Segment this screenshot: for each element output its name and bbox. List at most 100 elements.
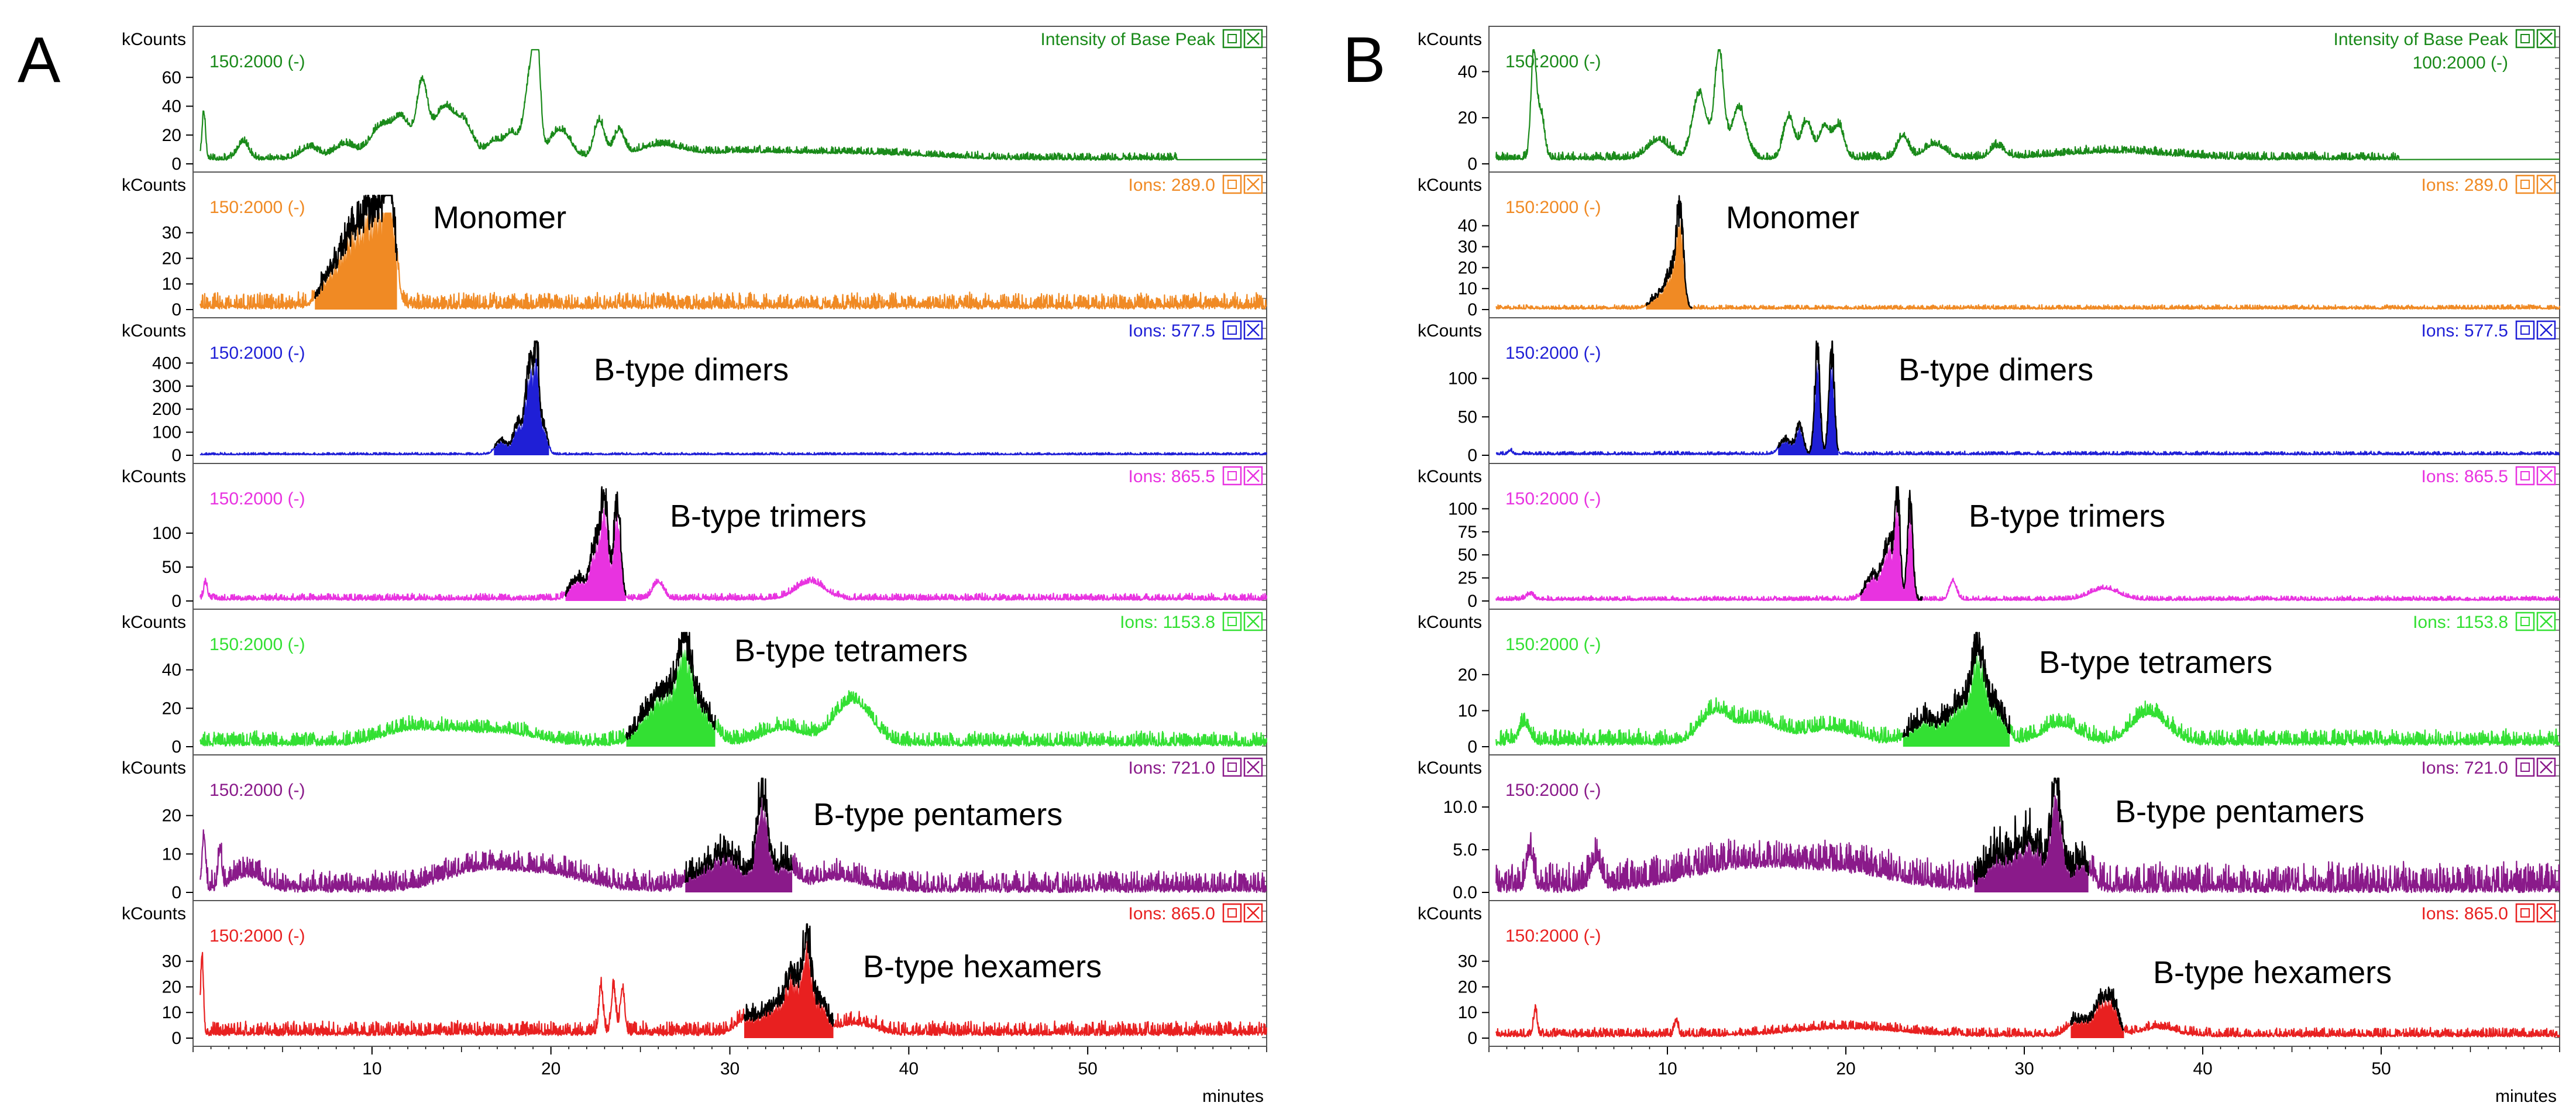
panel-a-track-4-y-tick-label-0: 0 bbox=[171, 592, 181, 611]
panel-a-track-7-range-label: 150:2000 (-) bbox=[209, 926, 305, 946]
panel-b-track-6-peak-fill bbox=[1974, 795, 2089, 892]
panel-b-track-4-trace bbox=[1495, 578, 2560, 602]
panel-b-track-7-y-tick-label-1: 10 bbox=[1458, 1003, 1477, 1022]
panel-a-track-1-y-unit: kCounts bbox=[122, 30, 186, 49]
panel-a-track-2-restore-icon[interactable] bbox=[1222, 174, 1242, 194]
panel-b-track-3: 0 50 100 kCounts 150:2000 (-) Ions: 577.5 B-ty… bbox=[1418, 317, 2560, 465]
panel-label-a: A bbox=[18, 24, 61, 96]
panel-b-track-7-restore-icon[interactable] bbox=[2515, 903, 2535, 923]
panel-a-track-7-y-unit: kCounts bbox=[122, 904, 186, 923]
panel-b-track-7-peak-trace bbox=[2070, 986, 2125, 1031]
panel-b-track-2-restore-icon[interactable] bbox=[2515, 174, 2535, 194]
panel-a-track-2-y-tick-label-0: 0 bbox=[171, 300, 181, 320]
panel-a-track-3-trace bbox=[200, 445, 1267, 456]
panel-a-track-2-peak-fill bbox=[315, 212, 397, 310]
panel-b-x-tick-label-50: 50 bbox=[2371, 1059, 2391, 1078]
panel-a-track-7-restore-icon[interactable] bbox=[1222, 903, 1242, 923]
panel-b-track-3-y-tick-label-0: 0 bbox=[1467, 446, 1477, 465]
panel-b-track-5-restore-icon[interactable] bbox=[2515, 612, 2535, 631]
panel-b-track-4-range-label: 150:2000 (-) bbox=[1505, 489, 1601, 509]
panel-a-track-6-peak-trace bbox=[685, 777, 793, 883]
panel-a-track-5-ion-label: Ions: 1153.8 bbox=[1120, 613, 1215, 632]
panel-b-x-tick-label-10: 10 bbox=[1657, 1059, 1677, 1078]
panel-a-track-1-restore-icon[interactable] bbox=[1222, 29, 1242, 49]
panel-b-track-7-close-icon[interactable] bbox=[2536, 903, 2556, 923]
panel-b-track-2-close-icon[interactable] bbox=[2536, 174, 2556, 194]
panel-a-track-1-y-tick-label-0: 0 bbox=[171, 154, 181, 174]
panel-b-track-4-close-icon[interactable] bbox=[2536, 466, 2556, 486]
panel-b-track-5-y-tick-label-1: 10 bbox=[1458, 701, 1477, 720]
panel-a-track-1-range-label: 150:2000 (-) bbox=[209, 52, 305, 71]
panel-b-track-1-range-label: 150:2000 (-) bbox=[1505, 52, 1601, 71]
panel-a-track-7-trace bbox=[200, 952, 1267, 1036]
panel-a-track-2-y-tick-label-2: 20 bbox=[162, 249, 181, 268]
panel-a-track-2-peak-name: Monomer bbox=[433, 200, 566, 235]
panel-b-track-5-y-tick-label-2: 20 bbox=[1458, 665, 1477, 685]
panel-b-track-1-close-icon[interactable] bbox=[2536, 29, 2556, 49]
panel-a-track-1-close-icon[interactable] bbox=[1243, 29, 1263, 49]
panel-b-track-1-ion-label: Intensity of Base Peak bbox=[2333, 30, 2509, 49]
panel-b-track-3-close-icon[interactable] bbox=[2536, 320, 2556, 340]
panel-b-track-4-y-tick-label-1: 25 bbox=[1458, 569, 1477, 588]
panel-a-track-3: 0 100 200 300 400 kCounts 150:2000 (-) Ions: 57… bbox=[122, 317, 1267, 465]
panel-b-track-3-ion-label: Ions: 577.5 bbox=[2422, 321, 2508, 341]
panel-b-track-7-peak-fill bbox=[2071, 995, 2124, 1038]
panel-b-track-6-close-icon[interactable] bbox=[2536, 757, 2556, 777]
panel-a-track-6-ion-label: Ions: 721.0 bbox=[1129, 758, 1215, 778]
panel-b-track-3-frame bbox=[1488, 317, 2560, 464]
panel-a-track-5-y-unit: kCounts bbox=[122, 613, 186, 632]
panel-b-track-3-trace bbox=[1495, 446, 2560, 456]
panel-a-track-6: 0 10 20 kCounts 150:2000 (-) Ions: 721.0 B-typ… bbox=[122, 754, 1267, 902]
panel-a-track-4-restore-icon[interactable] bbox=[1222, 466, 1242, 486]
panel-a-track-1-y-tick-label-3: 60 bbox=[162, 68, 181, 87]
panel-b-track-2-y-tick-label-2: 20 bbox=[1458, 258, 1477, 277]
panel-a-x-tick-label-30: 30 bbox=[720, 1059, 740, 1078]
panel-a-track-6-restore-icon[interactable] bbox=[1222, 757, 1242, 777]
panel-b-track-7-trace bbox=[1495, 1004, 2560, 1038]
panel-a-track-7-close-icon[interactable] bbox=[1243, 903, 1263, 923]
panel-a-track-5-peak-name: B-type tetramers bbox=[734, 633, 968, 668]
panel-a-track-3-peak-fill bbox=[494, 358, 549, 455]
panel-b-track-1: 0 20 40 kCounts 150:2000 (-) Intensity of Bas… bbox=[1418, 26, 2560, 174]
panel-b-track-6-restore-icon[interactable] bbox=[2515, 757, 2535, 777]
panel-b-track-6-range-label: 150:2000 (-) bbox=[1505, 781, 1601, 800]
panel-a-track-3-y-tick-label-3: 300 bbox=[152, 377, 181, 396]
panel-a-track-5: 0 20 40 kCounts 150:2000 (-) Ions: 1153.8 B-ty… bbox=[122, 609, 1267, 757]
panel-b-track-5-close-icon[interactable] bbox=[2536, 612, 2556, 631]
panel-a-track-6-close-icon[interactable] bbox=[1243, 757, 1263, 777]
panel-b-track-4-restore-icon[interactable] bbox=[2515, 466, 2535, 486]
panel-a-track-4-peak-fill bbox=[565, 504, 626, 601]
panel-a-track-5-range-label: 150:2000 (-) bbox=[209, 635, 305, 654]
panel-b-track-4-y-tick-label-0: 0 bbox=[1467, 592, 1477, 611]
panel-b-track-3-restore-icon[interactable] bbox=[2515, 320, 2535, 340]
panel-b-track-1-restore-icon[interactable] bbox=[2515, 29, 2535, 49]
panel-a-track-5-peak-fill bbox=[626, 650, 716, 747]
panel-a-track-5-y-tick-label-2: 40 bbox=[162, 661, 181, 680]
panel-a-track-3-restore-icon[interactable] bbox=[1222, 320, 1242, 340]
panel-a-track-3-close-icon[interactable] bbox=[1243, 320, 1263, 340]
panel-a-x-tick-label-10: 10 bbox=[362, 1059, 381, 1078]
panel-b-track-6-y-tick-label-1: 5.0 bbox=[1453, 840, 1477, 860]
panel-a-track-4-y-unit: kCounts bbox=[122, 467, 186, 486]
panel-a-track-5-restore-icon[interactable] bbox=[1222, 612, 1242, 631]
panel-a-track-4: 0 50 100 kCounts 150:2000 (-) Ions: 865.5 B-ty… bbox=[122, 463, 1267, 611]
panel-a-track-3-y-tick-label-2: 200 bbox=[152, 400, 181, 419]
panel-b-track-1-ion-label-2: 100:2000 (-) bbox=[2413, 53, 2508, 73]
panel-a-track-4-trace bbox=[200, 576, 1267, 601]
panel-a-track-4-close-icon[interactable] bbox=[1243, 466, 1263, 486]
panel-b-track-2-peak-fill bbox=[1646, 212, 1693, 310]
panel-a-x-unit-label: minutes bbox=[1202, 1087, 1264, 1106]
panel-b-track-5-y-tick-label-0: 0 bbox=[1467, 737, 1477, 757]
panel-a-track-2-close-icon[interactable] bbox=[1243, 174, 1263, 194]
panel-b-track-5-peak-fill bbox=[1903, 650, 2010, 747]
panel-a-track-3-peak-trace bbox=[493, 340, 550, 449]
panel-b-track-1-y-tick-label-0: 0 bbox=[1467, 154, 1477, 174]
panel-b-track-1-y-tick-label-1: 20 bbox=[1458, 108, 1477, 128]
panel-a-track-5-close-icon[interactable] bbox=[1243, 612, 1263, 631]
panel-b-track-7: 0 10 20 30 kCounts 150:2000 (-) Ions: 865.0 B-t… bbox=[1418, 900, 2560, 1048]
panel-b-track-7-ion-label: Ions: 865.0 bbox=[2422, 904, 2508, 923]
panel-b-track-7-y-tick-label-2: 20 bbox=[1458, 977, 1477, 997]
panel-b-track-5-y-unit: kCounts bbox=[1418, 613, 1482, 632]
